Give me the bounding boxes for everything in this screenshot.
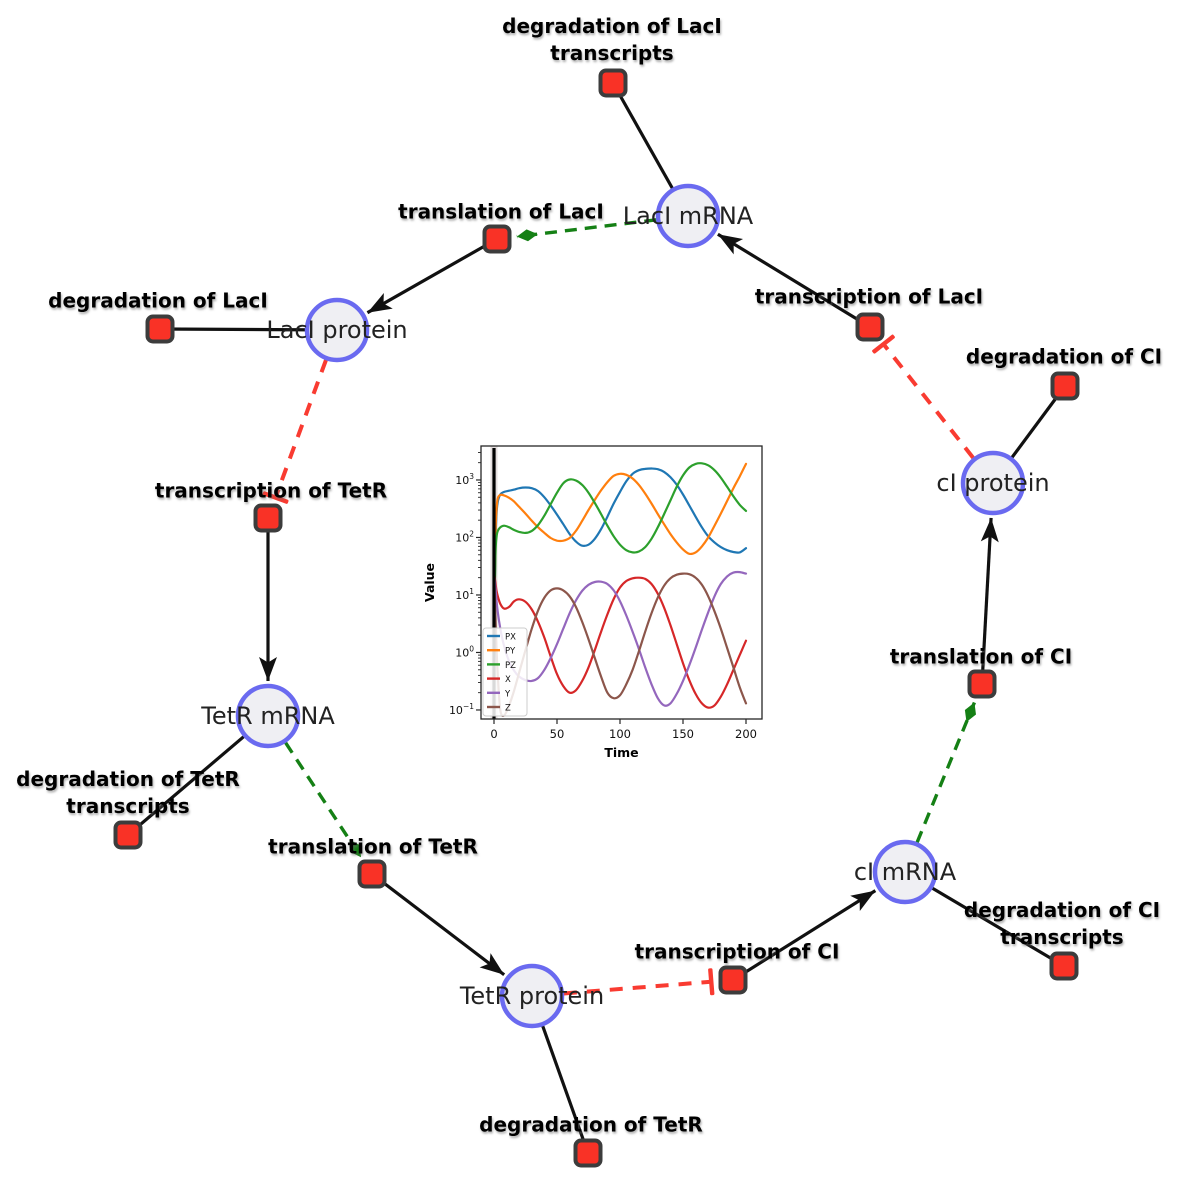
reaction-node-deg_ci[interactable] — [1050, 371, 1080, 401]
series-line-PZ — [492, 462, 748, 654]
legend-label-PX: PX — [505, 633, 516, 643]
reaction-node-tx_ci[interactable] — [718, 965, 748, 995]
reaction-node-deg_laci_tx[interactable] — [598, 68, 628, 98]
y-tick-label: 103 — [455, 472, 474, 487]
edge-production-transl_ci-ci_protein — [980, 517, 999, 685]
y-tick-label: 102 — [455, 529, 474, 544]
y-axis-title: Value — [422, 563, 437, 602]
species-node-tetr_protein[interactable] — [499, 963, 565, 1029]
axes-frame — [480, 445, 763, 720]
edge-production-transl_tetr-tetr_protein — [371, 872, 506, 977]
legend-label-X: X — [505, 675, 511, 685]
nodes-layer — [113, 68, 1080, 1168]
edge-modifier-laci_mrna-transl_laci — [516, 218, 657, 242]
series-line-Z — [492, 571, 748, 718]
series-line-PY — [492, 462, 748, 654]
legend-label-PY: PY — [505, 647, 516, 657]
plot-area — [490, 446, 748, 719]
edge-modifier-tetr_mrna-transl_tetr — [284, 741, 363, 859]
species-node-tetr_mrna[interactable] — [235, 683, 301, 749]
reaction-node-tx_tetr[interactable] — [253, 503, 283, 533]
species-node-ci_protein[interactable] — [960, 450, 1026, 516]
reaction-node-deg_tetr[interactable] — [573, 1138, 603, 1168]
species-node-laci_mrna[interactable] — [655, 183, 721, 249]
y-tick-label: 10−1 — [449, 702, 474, 717]
reaction-node-transl_ci[interactable] — [967, 669, 997, 699]
reaction-node-deg_tetr_tx[interactable] — [113, 820, 143, 850]
reaction-node-deg_ci_tx[interactable] — [1049, 951, 1079, 981]
series-line-X — [492, 571, 748, 709]
edge-modifier-ci_mrna-transl_ci — [915, 701, 976, 844]
series-line-Y — [492, 570, 748, 707]
y-tick-label: 100 — [455, 644, 474, 659]
x-tick-label: 0 — [490, 727, 497, 741]
x-tick-label: 100 — [609, 727, 631, 741]
y-tick-label: 101 — [455, 587, 474, 602]
reaction-node-tx_laci[interactable] — [855, 312, 885, 342]
series-line-PX — [492, 467, 748, 654]
edge-inhibition-tetr_protein-tx_ci — [563, 968, 715, 996]
x-axis-title: Time — [604, 745, 638, 760]
edge-inhibition-laci_protein-tx_tetr — [262, 359, 328, 504]
x-tick-label: 150 — [672, 727, 694, 741]
legend-label-Z: Z — [505, 704, 511, 714]
edge-production-tx_laci-laci_mrna — [717, 232, 871, 329]
reaction-node-transl_laci[interactable] — [482, 224, 512, 254]
legend-label-PZ: PZ — [505, 661, 516, 671]
reaction-node-transl_tetr[interactable] — [357, 859, 387, 889]
legend-label-Y: Y — [504, 689, 511, 699]
species-node-laci_protein[interactable] — [304, 297, 370, 363]
chart-legend: PX PY PZ XYZ — [482, 627, 528, 717]
reaction-node-deg_laci[interactable] — [145, 314, 175, 344]
x-tick-label: 50 — [550, 727, 565, 741]
species-node-ci_mrna[interactable] — [872, 839, 938, 905]
edge-production-tx_ci-ci_mrna — [732, 889, 877, 982]
edge-production-transl_laci-laci_protein — [366, 237, 498, 315]
x-tick-label: 200 — [735, 727, 757, 741]
edge-inhibition-ci_protein-tx_laci — [872, 334, 975, 460]
inset-chart: 0 50 100 150 20010−1100101102103TimeValuePXP… — [422, 445, 763, 760]
